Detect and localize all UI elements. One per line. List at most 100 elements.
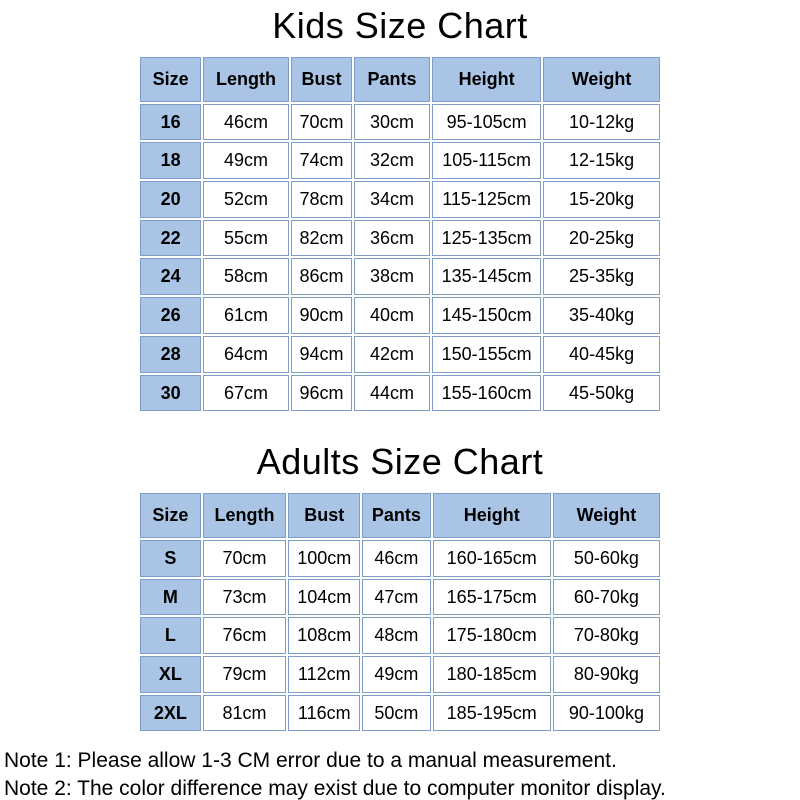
- value-cell: 150-155cm: [432, 335, 542, 373]
- value-cell: 70cm: [290, 103, 353, 141]
- column-header-weight: Weight: [543, 57, 660, 102]
- value-cell: 81cm: [202, 694, 287, 732]
- value-cell: 112cm: [288, 655, 361, 693]
- value-cell: 86cm: [290, 258, 353, 296]
- table-row: XL 79cm 112cm 49cm 180-185cm 80-90kg: [140, 655, 660, 693]
- table-row: 2XL 81cm 116cm 50cm 185-195cm 90-100kg: [140, 694, 660, 732]
- column-header-length: Length: [203, 57, 289, 102]
- value-cell: 55cm: [203, 219, 289, 257]
- value-cell: 67cm: [203, 374, 289, 412]
- kids-size-table: Size Length Bust Pants Height Weight 16 46cm 70…: [138, 55, 662, 414]
- column-header-size: Size: [140, 493, 201, 538]
- value-cell: 30cm: [354, 103, 431, 141]
- table-row: 20 52cm 78cm 34cm 115-125cm 15-20kg: [140, 181, 660, 218]
- value-cell: 36cm: [354, 219, 431, 257]
- value-cell: 125-135cm: [432, 219, 542, 257]
- value-cell: 180-185cm: [432, 655, 551, 693]
- value-cell: 100cm: [288, 539, 361, 577]
- size-cell: 16: [140, 103, 202, 141]
- value-cell: 46cm: [203, 103, 289, 141]
- value-cell: 15-20kg: [543, 181, 660, 218]
- table-row: 26 61cm 90cm 40cm 145-150cm 35-40kg: [140, 297, 660, 334]
- value-cell: 58cm: [203, 258, 289, 296]
- value-cell: 46cm: [362, 539, 431, 577]
- column-header-height: Height: [432, 57, 542, 102]
- adults-header-row: Size Length Bust Pants Height Weight: [140, 493, 660, 538]
- value-cell: 80-90kg: [552, 655, 660, 693]
- table-row: M 73cm 104cm 47cm 165-175cm 60-70kg: [140, 578, 660, 616]
- size-cell: 24: [140, 258, 202, 296]
- value-cell: 48cm: [362, 617, 431, 654]
- column-header-size: Size: [140, 57, 202, 102]
- value-cell: 115-125cm: [432, 181, 542, 218]
- size-cell: 26: [140, 297, 202, 334]
- value-cell: 94cm: [290, 335, 353, 373]
- column-header-pants: Pants: [354, 57, 431, 102]
- table-row: 16 46cm 70cm 30cm 95-105cm 10-12kg: [140, 103, 660, 141]
- value-cell: 52cm: [203, 181, 289, 218]
- size-cell: M: [140, 578, 201, 616]
- note-line-2: Note 2: The color difference may exist d…: [4, 777, 666, 800]
- value-cell: 160-165cm: [432, 539, 551, 577]
- table-row: 30 67cm 96cm 44cm 155-160cm 45-50kg: [140, 374, 660, 412]
- value-cell: 73cm: [202, 578, 287, 616]
- adults-size-table: Size Length Bust Pants Height Weight S 70cm 100…: [138, 491, 662, 734]
- value-cell: 49cm: [362, 655, 431, 693]
- value-cell: 104cm: [288, 578, 361, 616]
- column-header-length: Length: [202, 493, 287, 538]
- value-cell: 50cm: [362, 694, 431, 732]
- size-cell: S: [140, 539, 201, 577]
- value-cell: 145-150cm: [432, 297, 542, 334]
- value-cell: 175-180cm: [432, 617, 551, 654]
- value-cell: 116cm: [288, 694, 361, 732]
- value-cell: 79cm: [202, 655, 287, 693]
- adults-chart-title: Adults Size Chart: [256, 441, 544, 483]
- size-cell: XL: [140, 655, 201, 693]
- size-cell: 28: [140, 335, 202, 373]
- size-cell: 2XL: [140, 694, 201, 732]
- value-cell: 185-195cm: [432, 694, 551, 732]
- table-row: 24 58cm 86cm 38cm 135-145cm 25-35kg: [140, 258, 660, 296]
- size-cell: 30: [140, 374, 202, 412]
- value-cell: 96cm: [290, 374, 353, 412]
- size-cell: 22: [140, 219, 202, 257]
- value-cell: 60-70kg: [552, 578, 660, 616]
- value-cell: 78cm: [290, 181, 353, 218]
- table-row: 22 55cm 82cm 36cm 125-135cm 20-25kg: [140, 219, 660, 257]
- value-cell: 90cm: [290, 297, 353, 334]
- value-cell: 32cm: [354, 142, 431, 180]
- value-cell: 42cm: [354, 335, 431, 373]
- value-cell: 70-80kg: [552, 617, 660, 654]
- value-cell: 105-115cm: [432, 142, 542, 180]
- value-cell: 155-160cm: [432, 374, 542, 412]
- column-header-height: Height: [432, 493, 551, 538]
- value-cell: 12-15kg: [543, 142, 660, 180]
- kids-header-row: Size Length Bust Pants Height Weight: [140, 57, 660, 102]
- table-row: 28 64cm 94cm 42cm 150-155cm 40-45kg: [140, 335, 660, 373]
- value-cell: 34cm: [354, 181, 431, 218]
- kids-chart-title: Kids Size Chart: [272, 5, 528, 46]
- value-cell: 108cm: [288, 617, 361, 654]
- note-line-1: Note 1: Please allow 1-3 CM error due to…: [4, 749, 617, 773]
- column-header-pants: Pants: [362, 493, 431, 538]
- value-cell: 10-12kg: [543, 103, 660, 141]
- table-row: 18 49cm 74cm 32cm 105-115cm 12-15kg: [140, 142, 660, 180]
- value-cell: 64cm: [203, 335, 289, 373]
- table-row: L 76cm 108cm 48cm 175-180cm 70-80kg: [140, 617, 660, 654]
- size-cell: L: [140, 617, 201, 654]
- value-cell: 61cm: [203, 297, 289, 334]
- value-cell: 49cm: [203, 142, 289, 180]
- value-cell: 95-105cm: [432, 103, 542, 141]
- column-header-bust: Bust: [290, 57, 353, 102]
- value-cell: 35-40kg: [543, 297, 660, 334]
- value-cell: 25-35kg: [543, 258, 660, 296]
- value-cell: 90-100kg: [552, 694, 660, 732]
- value-cell: 20-25kg: [543, 219, 660, 257]
- column-header-bust: Bust: [288, 493, 361, 538]
- column-header-weight: Weight: [552, 493, 660, 538]
- value-cell: 70cm: [202, 539, 287, 577]
- value-cell: 76cm: [202, 617, 287, 654]
- value-cell: 44cm: [354, 374, 431, 412]
- value-cell: 82cm: [290, 219, 353, 257]
